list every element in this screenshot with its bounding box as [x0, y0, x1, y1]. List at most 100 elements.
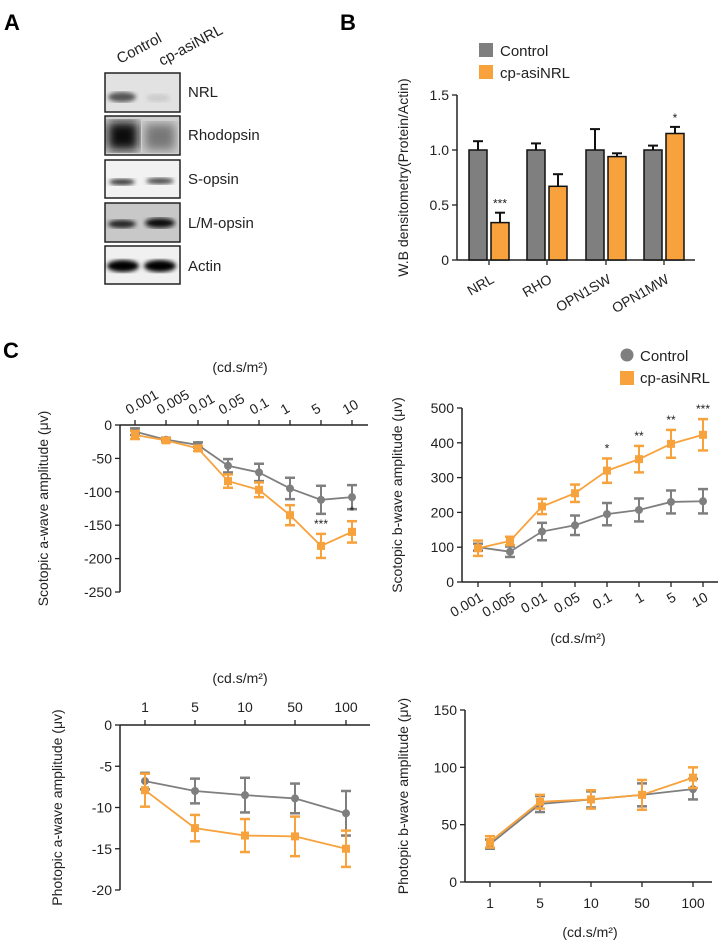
line-legend: Control cp-asiNRL	[620, 348, 710, 387]
x-axis-label: (cd.s/m²)	[212, 670, 267, 686]
data-point-control	[224, 461, 232, 470]
data-point-control	[635, 505, 643, 514]
legend-swatch-treated	[479, 65, 493, 79]
y-tick-label: 500	[431, 400, 455, 416]
y-tick-label: -5	[100, 758, 113, 774]
significance-label: *	[350, 504, 355, 518]
legend-swatch-control	[479, 43, 493, 57]
data-point-control	[255, 468, 263, 477]
y-tick-label: 1.0	[430, 142, 450, 158]
chart-photopic_a: 0 -5 -10 -15 -20 Photopic a-wave amplitude (μ…	[49, 670, 370, 906]
y-tick-label: 150	[434, 702, 458, 718]
x-tick-label: 0.005	[479, 589, 518, 620]
x-tick-label: 100	[334, 699, 358, 715]
data-point-treated	[342, 844, 350, 853]
data-point-control	[317, 495, 325, 504]
x-tick-label: RHO	[520, 271, 555, 300]
data-point-treated	[486, 837, 494, 846]
data-point-treated	[141, 786, 149, 795]
data-point-treated	[255, 485, 263, 494]
y-tick-label: 200	[431, 504, 455, 520]
x-tick-label: 5	[309, 400, 324, 418]
blot-nrl: NRL	[104, 72, 218, 113]
lane-label-control: Control	[114, 30, 165, 68]
data-point-control	[667, 497, 675, 506]
y-tick-label: -100	[84, 484, 112, 500]
blot-lm-opsin: L/M-opsin	[104, 202, 254, 243]
data-point-treated	[224, 477, 232, 486]
x-tick-label: 5	[664, 589, 679, 607]
data-point-treated	[603, 466, 611, 475]
y-axis-label: Scotopic b-wave amplitude (μv)	[389, 397, 405, 593]
bar-control	[526, 149, 546, 261]
data-point-control	[191, 787, 199, 795]
x-tick-label: 0.05	[216, 390, 248, 418]
data-point-treated	[286, 511, 294, 520]
data-point-treated	[638, 790, 646, 799]
y-tick-label: -200	[84, 551, 112, 567]
data-point-treated	[635, 455, 643, 464]
y-tick-label: 1.5	[430, 87, 450, 103]
data-point-control	[241, 791, 249, 800]
band-label-s-opsin: S-opsin	[188, 171, 239, 188]
x-tick-label: OPN1MW	[609, 270, 672, 316]
data-point-treated	[587, 795, 595, 804]
y-axis-label: Photopic b-wave amplitude (μv)	[395, 698, 411, 894]
x-tick-label: 0.05	[551, 589, 583, 617]
legend-label-control: Control	[500, 43, 548, 60]
significance-label: ***	[696, 402, 710, 416]
significance-label: ***	[314, 517, 328, 531]
data-point-treated	[291, 832, 299, 841]
x-tick-label: 10	[237, 699, 253, 715]
x-tick-label: NRL	[464, 271, 496, 299]
chart-scotopic_b: 0 100 200 300 400 500 Scotopic b-wave amplitud…	[389, 397, 718, 646]
data-point-treated	[241, 831, 249, 840]
x-tick-label: 10	[689, 589, 711, 611]
data-point-treated	[538, 502, 546, 511]
x-tick-label: 50	[634, 895, 650, 911]
y-tick-label: 400	[431, 435, 455, 451]
y-tick-label: 100	[431, 539, 455, 555]
x-axis-label: (cd.s/m²)	[550, 630, 605, 646]
x-tick-label: 10	[583, 895, 599, 911]
band-label-rhodopsin: Rhodopsin	[188, 127, 260, 144]
x-tick-label: 0.01	[186, 390, 218, 418]
bar-control	[585, 149, 605, 261]
bar-treated	[607, 155, 627, 261]
y-tick-label: 50	[441, 817, 457, 833]
data-point-control	[506, 547, 514, 556]
lane-label-treated: cp-asiNRL	[156, 22, 226, 70]
y-tick-label: 300	[431, 470, 455, 486]
y-tick-label: 100	[434, 759, 458, 775]
x-axis-label: (cd.s/m²)	[562, 924, 617, 940]
x-axis-label: (cd.s/m²)	[212, 359, 267, 375]
chart-scotopic_a: 0 -50 -100 -150 -200 -250 Scotopic a-wave ampl…	[35, 359, 368, 606]
legend-label-treated: cp-asiNRL	[500, 65, 570, 82]
significance-label: ***	[493, 197, 507, 211]
y-tick-label: -20	[92, 882, 112, 898]
x-tick-label: 1	[486, 895, 494, 911]
western-blot: Control cp-asiNRL NRL Rhodopsin S-opsin …	[104, 22, 260, 285]
y-tick-label: 0	[104, 717, 112, 733]
y-axis-label: W.B densitometry(Protein/Actin)	[395, 78, 411, 276]
data-point-control	[291, 794, 299, 803]
blot-s-opsin: S-opsin	[104, 159, 239, 199]
series-line-control	[134, 430, 353, 501]
data-point-treated	[194, 444, 202, 453]
bar-treated	[548, 185, 568, 261]
data-point-treated	[131, 431, 139, 440]
x-tick-label: 1	[141, 699, 149, 715]
data-point-treated	[162, 436, 170, 445]
band-label-nrl: NRL	[188, 84, 218, 101]
y-tick-label: 0	[446, 574, 454, 590]
y-tick-label: 0	[441, 252, 449, 268]
bar-legend: Control cp-asiNRL	[479, 43, 570, 82]
y-tick-label: -150	[84, 517, 112, 533]
x-tick-label: 5	[191, 699, 199, 715]
significance-label: **	[634, 429, 644, 443]
y-tick-label: -250	[84, 584, 112, 600]
data-point-treated	[667, 439, 675, 448]
x-tick-label: 1	[632, 589, 647, 607]
